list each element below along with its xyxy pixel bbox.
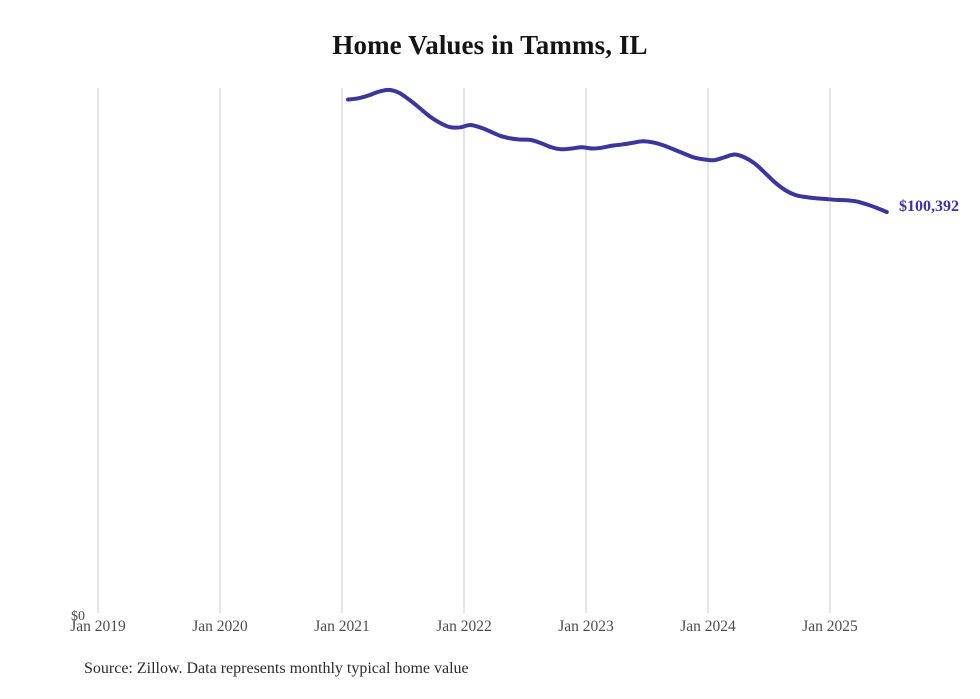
xtick-jan-2019: Jan 2019 bbox=[70, 618, 126, 635]
source-note: Source: Zillow. Data represents monthly … bbox=[84, 660, 469, 677]
xtick-jan-2021: Jan 2021 bbox=[314, 618, 370, 635]
xtick-jan-2025: Jan 2025 bbox=[802, 618, 858, 635]
xtick-jan-2024: Jan 2024 bbox=[680, 618, 736, 635]
xtick-jan-2023: Jan 2023 bbox=[558, 618, 614, 635]
chart-title: Home Values in Tamms, IL bbox=[332, 30, 648, 60]
ytick-zero: $0 bbox=[71, 609, 85, 624]
xtick-jan-2020: Jan 2020 bbox=[192, 618, 248, 635]
end-value-annotation: $100,392 bbox=[899, 198, 959, 215]
home-value-line-series bbox=[346, 87, 889, 214]
xtick-jan-2022: Jan 2022 bbox=[436, 618, 492, 635]
gridline-group bbox=[97, 88, 831, 613]
